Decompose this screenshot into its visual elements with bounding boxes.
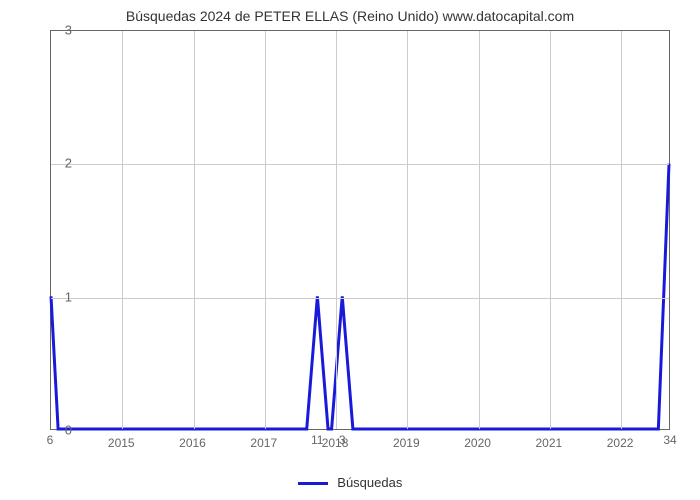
data-point-label: 11: [311, 433, 323, 447]
gridline-v: [621, 31, 622, 429]
gridline-v: [407, 31, 408, 429]
gridline-v: [550, 31, 551, 429]
gridline-v: [194, 31, 195, 429]
y-tick-label: 1: [52, 289, 72, 304]
gridline-h: [51, 298, 669, 299]
gridline-v: [265, 31, 266, 429]
gridline-v: [479, 31, 480, 429]
legend-swatch: [298, 482, 328, 485]
x-tick-label: 2016: [179, 436, 206, 450]
x-tick-label: 2020: [464, 436, 491, 450]
chart-container: Búsquedas 2024 de PETER ELLAS (Reino Uni…: [0, 0, 700, 500]
legend-label: Búsquedas: [337, 475, 402, 490]
data-point-label: 6: [47, 433, 54, 447]
line-chart-svg: [51, 31, 669, 429]
x-tick-label: 2021: [535, 436, 562, 450]
gridline-h: [51, 164, 669, 165]
data-point-label: 3: [339, 433, 346, 447]
gridline-v: [336, 31, 337, 429]
x-tick-label: 2022: [607, 436, 634, 450]
chart-title: Búsquedas 2024 de PETER ELLAS (Reino Uni…: [0, 8, 700, 24]
x-tick-label: 2017: [250, 436, 277, 450]
chart-legend: Búsquedas: [0, 475, 700, 490]
gridline-v: [122, 31, 123, 429]
y-tick-label: 3: [52, 23, 72, 38]
y-tick-label: 2: [52, 156, 72, 171]
y-tick-label: 0: [52, 423, 72, 438]
data-point-label: 34: [663, 433, 676, 447]
x-tick-label: 2015: [108, 436, 135, 450]
plot-area: [50, 30, 670, 430]
x-tick-label: 2019: [393, 436, 420, 450]
